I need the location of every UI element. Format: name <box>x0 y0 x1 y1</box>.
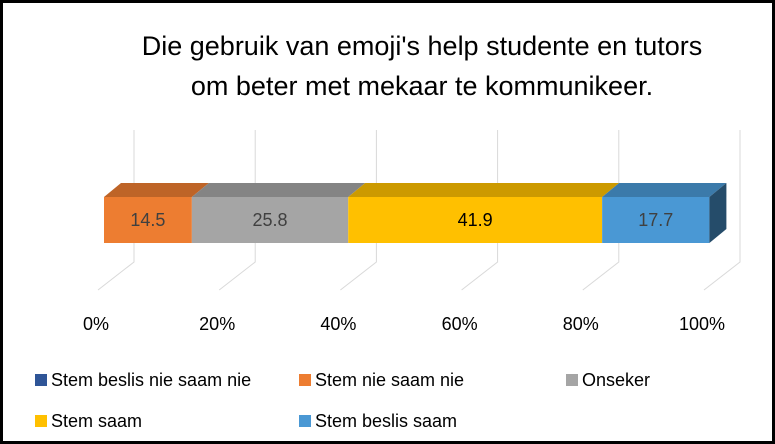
data-label: 14.5 <box>130 210 165 230</box>
x-tick-label: 100% <box>679 314 725 334</box>
x-tick-label: 40% <box>320 314 356 334</box>
bar-top <box>104 183 209 197</box>
data-label: 41.9 <box>458 210 493 230</box>
data-label: 17.7 <box>638 210 673 230</box>
legend-swatch <box>35 374 47 386</box>
grid-line <box>582 130 620 291</box>
bar <box>602 197 710 243</box>
x-tick-label: 60% <box>442 314 478 334</box>
grid-line <box>97 130 135 291</box>
bar <box>348 197 603 243</box>
legend-label: Onseker <box>582 370 650 390</box>
legend-swatch <box>566 374 578 386</box>
bar <box>191 197 349 243</box>
legend-label: Stem nie saam nie <box>315 370 464 390</box>
grid-line <box>461 130 499 291</box>
legend-label: Stem beslis saam <box>315 411 457 431</box>
legend-swatch <box>35 415 47 427</box>
x-tick-label: 0% <box>83 314 109 334</box>
bar-top <box>191 183 366 197</box>
legend-swatch <box>299 415 311 427</box>
grid-line <box>218 130 256 291</box>
data-label: 25.8 <box>253 210 288 230</box>
bar-side <box>709 183 727 243</box>
bar-top <box>348 183 620 197</box>
legend-label: Stem saam <box>51 411 142 431</box>
x-tick-label: 80% <box>563 314 599 334</box>
x-tick-label: 20% <box>199 314 235 334</box>
legend-label: Stem beslis nie saam nie <box>51 370 251 390</box>
legend-swatch <box>299 374 311 386</box>
bar-top <box>602 183 727 197</box>
bar <box>104 197 192 243</box>
grid-line <box>340 130 377 291</box>
chart-title: Die gebruik van emoji's help studente en… <box>142 31 702 101</box>
grid-line <box>703 130 741 291</box>
